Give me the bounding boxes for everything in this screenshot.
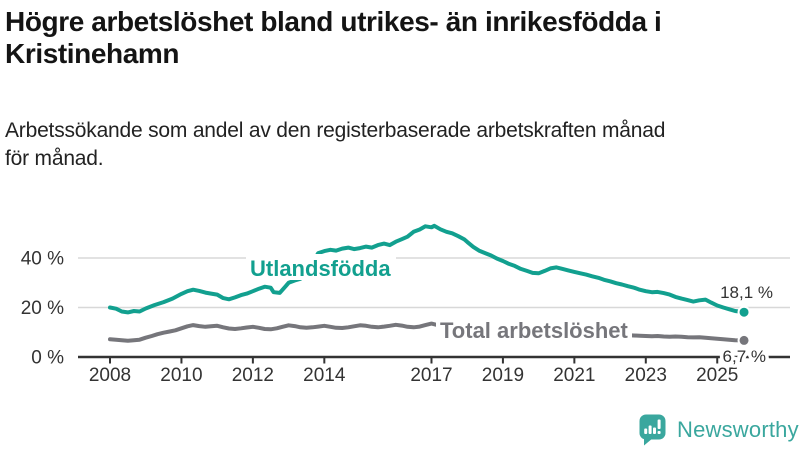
series-label-total: Total arbetslöshet [440, 318, 629, 343]
x-axis-label-2025: 2025 [696, 365, 738, 386]
page-title: Högre arbetslöshet bland utrikes- än inr… [5, 6, 797, 69]
chart-subtitle-line-2: för månad. [5, 147, 104, 170]
x-axis-label-2008: 2008 [89, 365, 131, 386]
x-axis-label-2010: 2010 [160, 365, 202, 386]
series-label-mask [436, 317, 632, 342]
end-value-total: 6,7 % [723, 347, 766, 366]
y-axis-label-40: 40 % [21, 249, 64, 270]
x-axis-label-2012: 2012 [232, 365, 274, 386]
y-axis-label-0: 0 % [31, 348, 64, 369]
end-dot-total [737, 333, 751, 347]
newsworthy-icon [639, 414, 666, 446]
exclamation-dot [657, 431, 661, 434]
speech-bubble-tail [644, 438, 653, 446]
x-axis-label-2017: 2017 [410, 365, 452, 386]
x-axis-label-2021: 2021 [553, 365, 595, 386]
chart-subtitle-line-1: Arbetssökande som andel av den registerb… [5, 119, 666, 142]
x-axis-label-2019: 2019 [482, 365, 524, 386]
bar-chart-glyph [644, 419, 661, 434]
end-dot-utlandsfodda [737, 305, 751, 319]
newsworthy-logo: Newsworthy [639, 414, 799, 446]
x-axis-label-2023: 2023 [625, 365, 667, 386]
y-axis-label-20: 20 % [21, 298, 64, 319]
page-title-line-1: Högre arbetslöshet bland utrikes- än inr… [5, 6, 662, 37]
series-label-utlandsfodda: Utlandsfödda [250, 256, 391, 281]
end-value-utlandsfodda: 18,1 % [720, 283, 773, 302]
series-line-total [108, 321, 746, 343]
exclamation-bar [657, 419, 661, 429]
series-line-utlandsfodda [108, 223, 746, 315]
x-axis-label-2014: 2014 [303, 365, 346, 386]
newsworthy-wordmark: Newsworthy [677, 417, 799, 442]
chart-subtitle: Arbetssökande som andel av den registerb… [5, 117, 797, 170]
page-title-line-2: Kristinehamn [5, 38, 180, 69]
series-label-mask [246, 254, 396, 280]
